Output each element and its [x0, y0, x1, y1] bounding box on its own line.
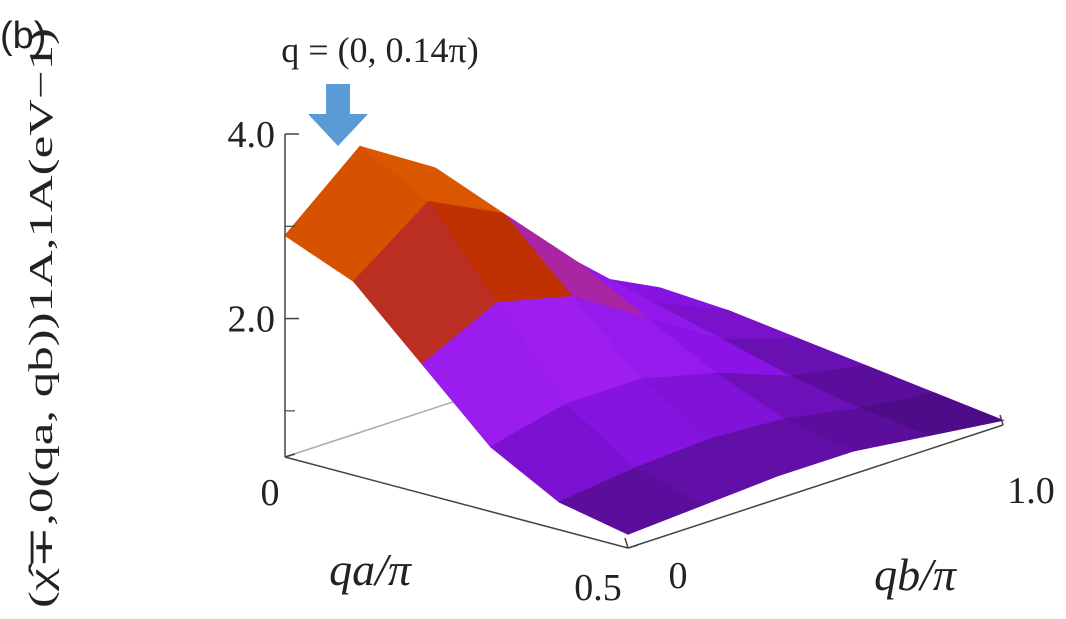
y-tick-label: 1.0	[1007, 470, 1055, 512]
z-axis-label: (χ̂∓,0(qa, qb))1A,1A(eV−1)	[23, 28, 60, 608]
z-tick-label: 2.0	[228, 299, 276, 341]
z-tick-label: 4.0	[228, 114, 276, 156]
y-axis	[627, 424, 1004, 549]
annotation-arrow	[308, 84, 368, 146]
x-tick-label: 0	[261, 472, 280, 514]
y-tick-label: 0	[669, 555, 688, 597]
panel-label: (b)	[0, 15, 46, 57]
y-tick	[999, 414, 1004, 426]
x-tick	[627, 544, 639, 549]
x-tick	[284, 453, 296, 458]
y-tick	[624, 537, 629, 549]
x-axis	[284, 456, 629, 549]
x-axis-label: qa/π	[329, 544, 413, 595]
surface-patch	[558, 467, 705, 535]
annotation: q = (0, 0.14π)	[281, 30, 478, 70]
y-axis-label: qb/π	[874, 549, 958, 600]
x-tick-label: 0.5	[574, 567, 622, 609]
